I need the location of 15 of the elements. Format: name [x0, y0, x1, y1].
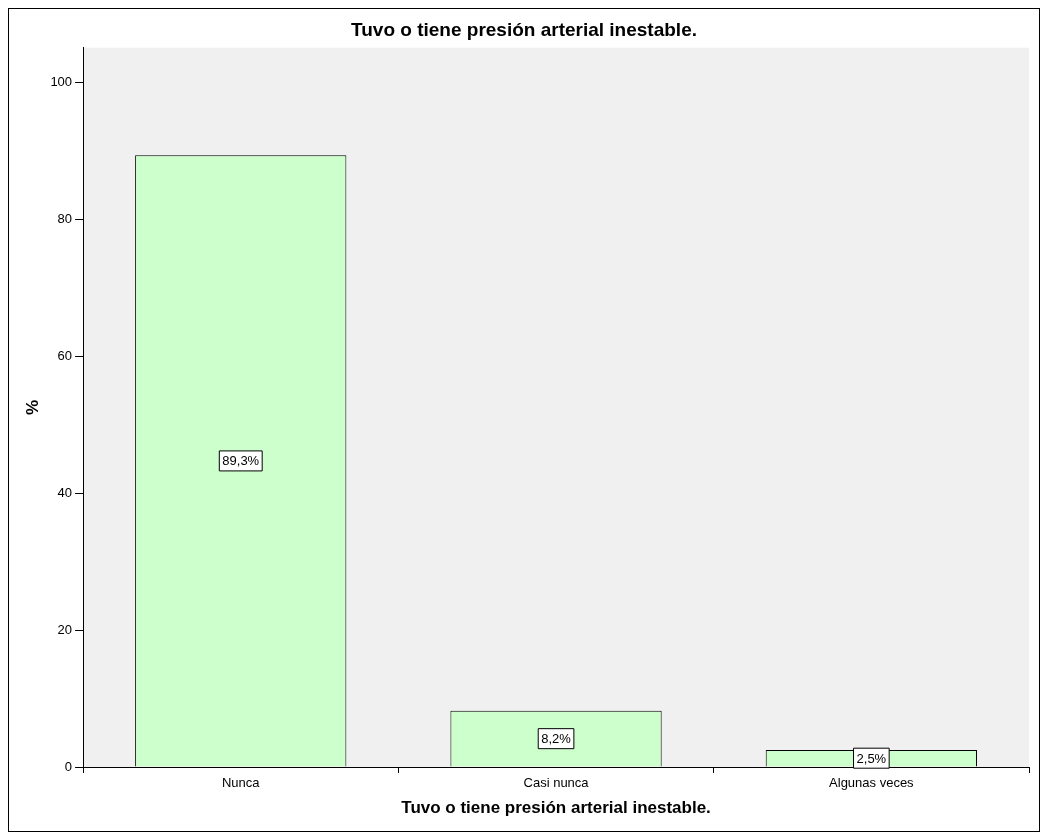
- y-tick-label: 40: [57, 484, 73, 500]
- data-label: 8,2%: [541, 731, 572, 747]
- data-label: 2,5%: [856, 750, 887, 766]
- x-tick-label: Nunca: [221, 775, 261, 791]
- y-tick-label: 0: [64, 758, 73, 774]
- y-tick-label: 100: [50, 73, 73, 89]
- x-tick-label: Algunas veces: [829, 775, 915, 791]
- y-tick-label: 80: [57, 210, 73, 226]
- y-axis-title: %: [22, 399, 42, 415]
- y-tick-label: 60: [57, 347, 73, 363]
- chart-title: Tuvo o tiene presión arterial inestable.: [351, 18, 697, 40]
- y-tick-label: 20: [57, 621, 73, 637]
- x-axis-title: Tuvo o tiene presión arterial inestable.: [401, 798, 711, 818]
- data-label: 89,3%: [222, 453, 260, 469]
- x-tick-label: Casi nunca: [523, 775, 590, 791]
